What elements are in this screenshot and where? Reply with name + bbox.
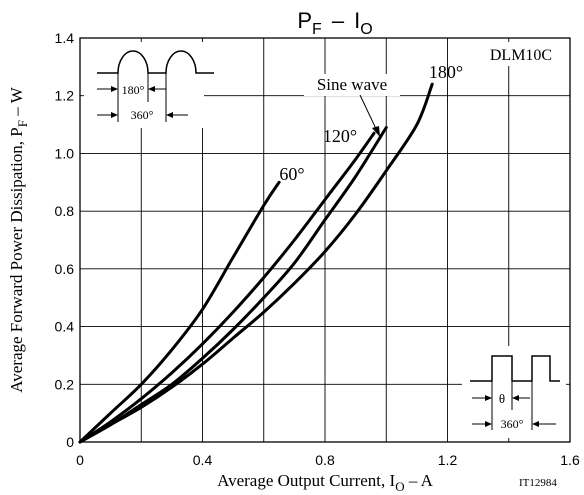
y-axis-label-sub: F	[15, 120, 30, 127]
figure-code: IT12984	[519, 477, 557, 489]
inset-sine-angle: 180°	[122, 83, 145, 97]
y-tick-label: 1.4	[55, 30, 75, 46]
series-line-2	[78, 126, 388, 444]
x-tick-label: 1.6	[560, 452, 580, 468]
x-tick-label: 0.4	[193, 452, 213, 468]
x-tick-label: 0	[76, 452, 84, 468]
series-lines	[78, 82, 434, 444]
inset-square-waveform: θ 360°	[462, 346, 566, 438]
inset-sine-period: 360°	[131, 108, 154, 122]
inset-sine-waveform: 180° 360°	[84, 42, 214, 128]
y-tick-label: 0.2	[55, 376, 75, 392]
sine-label-arrow-line	[359, 94, 379, 134]
title-dash: –	[332, 8, 345, 33]
x-axis-label-sub: O	[395, 479, 404, 494]
x-tick-labels: 0 0.4 0.8 1.2 1.6	[76, 452, 580, 468]
x-tick-label: 1.2	[438, 452, 458, 468]
x-axis-label-unit: – A	[405, 471, 434, 490]
y-tick-label: 1.0	[55, 145, 75, 161]
y-tick-label: 0.8	[55, 203, 75, 219]
y-tick-labels: 0 0.2 0.4 0.6 0.8 1.0 1.2 1.4	[55, 30, 75, 450]
inset-square-period: 360°	[501, 417, 524, 431]
series-line-1	[78, 131, 376, 444]
x-axis-label: Average Output Current, IO – A	[217, 471, 434, 494]
title-second-sub: O	[360, 21, 372, 38]
series-line-3	[78, 82, 434, 444]
y-axis-label: Average Forward Power Dissipation, PF – …	[7, 86, 30, 392]
y-axis-label-text: Average Forward Power Dissipation, P	[7, 127, 26, 393]
y-tick-label: 0.4	[55, 319, 75, 335]
y-tick-label: 0	[66, 434, 74, 450]
part-number-backdrop	[474, 42, 568, 66]
part-number: DLM10C	[490, 47, 552, 64]
sine-label-arrow-head	[372, 126, 380, 137]
curve-label-120: 120°	[323, 126, 357, 146]
x-axis-label-text: Average Output Current, I	[217, 471, 395, 490]
curve-label-180: 180°	[429, 62, 463, 82]
chart-title: PF – IO	[297, 8, 372, 38]
y-tick-label: 0.6	[55, 261, 75, 277]
title-main: P	[297, 8, 312, 33]
x-tick-label: 0.8	[315, 452, 335, 468]
curve-label-60: 60°	[279, 164, 304, 184]
y-tick-label: 1.2	[55, 88, 75, 104]
title-main-sub: F	[312, 21, 322, 38]
title-second: I	[354, 8, 360, 33]
sine-label-backdrop	[304, 74, 400, 96]
y-axis-label-unit: – W	[7, 86, 26, 120]
curve-label-sine: Sine wave	[317, 75, 387, 94]
plot-frame	[79, 37, 571, 443]
inset-square-angle: θ	[499, 391, 505, 406]
series-line-0	[78, 180, 281, 444]
